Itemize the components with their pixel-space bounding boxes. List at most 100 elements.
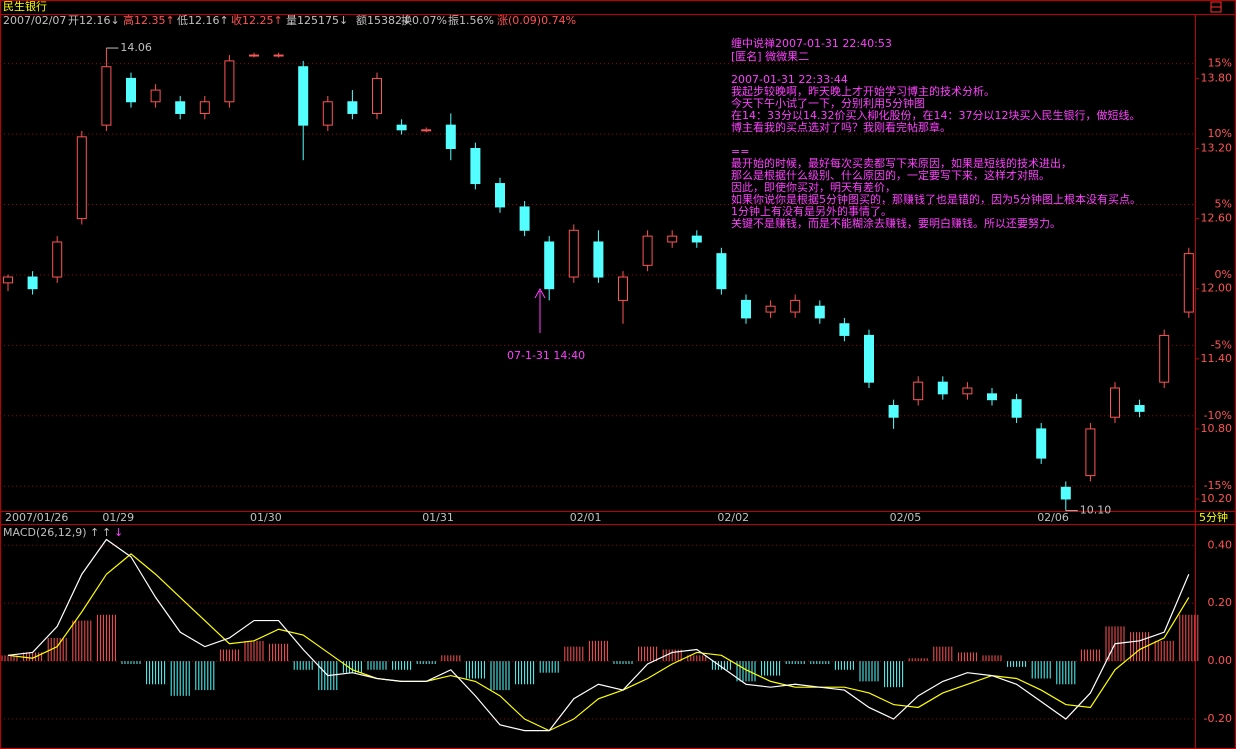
x-tick-label: 2007/01/26	[5, 511, 68, 524]
high-label: 14.06	[120, 41, 151, 54]
candle-body	[3, 276, 13, 284]
y-tick-label: 11.40	[1201, 352, 1233, 365]
info-close: 收12.25↑	[231, 13, 283, 27]
comment-line: 我起步较晚啊，昨天晚上才开始学习博主的技术分析。	[731, 84, 995, 98]
candle-body	[716, 253, 727, 290]
comment-line: 那么是根据什么级别、什么原因的，一定要写下来，这样才对照。	[731, 168, 1050, 182]
macd-dif-line	[7, 538, 1190, 732]
candle-body	[864, 334, 874, 383]
candle-body	[126, 77, 136, 103]
x-tick-label: 01/29	[102, 511, 134, 524]
candle-body	[52, 241, 63, 278]
candle-body	[987, 393, 997, 401]
candle-body	[618, 276, 628, 301]
comment-line: 2007-01-31 22:33:44	[731, 73, 848, 86]
candle-body	[273, 54, 284, 57]
candle-body	[962, 387, 973, 395]
candle-body	[790, 299, 801, 313]
info-amplitude: 振1.56%	[448, 13, 494, 27]
candle-body	[1159, 334, 1170, 383]
low-label: 10.10	[1080, 504, 1112, 517]
info-change: 涨(0.09)0.74%	[497, 14, 576, 27]
candle-body	[888, 405, 899, 418]
candle-body	[642, 235, 653, 266]
x-tick-label: 01/30	[250, 511, 282, 524]
x-tick-label: 02/05	[890, 511, 922, 524]
info-low: 低12.16↑	[177, 14, 229, 27]
candle-body	[1110, 387, 1120, 418]
comment-line: 缠中说禅2007-01-31 22:40:53	[731, 36, 892, 50]
y-tick-label: 12.60	[1201, 212, 1233, 225]
x-tick-label: 02/06	[1037, 511, 1069, 524]
x-tick-label: 02/02	[717, 511, 749, 524]
comment-line: 在14：33分以14.32价买入柳化股份，在14：37分以12块买入民生银行，做…	[731, 108, 1140, 122]
candle-body	[1085, 428, 1096, 477]
candle-body	[544, 241, 555, 290]
y2-tick-label: -10%	[1204, 409, 1232, 422]
comment-line: 如果你说你是根据5分钟图买的，那赚钱了也是错的，因为5分钟图上根本没有买点。	[731, 192, 1141, 206]
candle-body	[937, 381, 948, 395]
stock-name: 民生银行	[3, 0, 47, 13]
candle-body	[199, 101, 210, 114]
candle-body	[445, 124, 456, 150]
comment-line: 关键不是赚钱，而是不能糊涂去赚钱，要明白赚钱。所以还要努力。	[731, 216, 1061, 230]
candle-body	[347, 101, 358, 114]
y-tick-label: 0.20	[1208, 596, 1233, 609]
candle-body	[667, 235, 678, 243]
candle-body	[593, 241, 604, 278]
candle-body	[913, 381, 924, 401]
candle-body	[249, 54, 259, 57]
candle-body	[224, 60, 235, 103]
candle-body	[495, 183, 505, 208]
comment-line: [匿名] 微微果二	[731, 49, 809, 63]
candle-body	[1134, 405, 1145, 412]
info-volume: 量125175↓	[286, 14, 348, 27]
signal-arrow: ↑	[90, 526, 99, 539]
y2-tick-label: 15%	[1208, 57, 1232, 70]
y-tick-label: 0.00	[1208, 654, 1233, 667]
y-tick-label: 13.20	[1201, 142, 1233, 155]
candle-body	[470, 148, 481, 185]
x-tick-label: 02/01	[570, 511, 602, 524]
candle-body	[1183, 253, 1194, 313]
y-tick-label: 10.20	[1201, 492, 1233, 505]
info-date: 2007/02/07	[3, 14, 66, 27]
macd-title: MACD(26,12,9)	[3, 526, 87, 539]
period-label: 5分钟	[1199, 510, 1228, 524]
comment-line: 博主看我的买点选对了吗？我刚看完帖那章。	[731, 120, 951, 134]
candle-body	[839, 323, 850, 336]
candle-body	[150, 89, 161, 103]
candle-body	[76, 136, 87, 220]
info-open: 开12.16↓	[68, 14, 120, 27]
comment-line: ==	[731, 145, 749, 158]
comment-line: 1分钟上有没有是另外的事情了。	[731, 204, 892, 218]
arrow-label: 07-1-31 14:40	[507, 349, 585, 362]
candle-body	[27, 276, 38, 290]
candle-body	[322, 101, 333, 126]
candle-body	[814, 305, 825, 319]
candle-body	[741, 299, 751, 319]
candle-body	[175, 101, 186, 114]
signal-arrow: ↓	[114, 526, 123, 539]
comment-line: 因此，即使你买对，明天有差价，	[731, 180, 896, 194]
y-tick-label: 13.80	[1201, 71, 1233, 84]
candle-body	[1011, 399, 1022, 418]
info-turnover: 换0.07%	[401, 13, 447, 27]
candle-body	[1036, 428, 1047, 459]
y2-tick-label: 10%	[1208, 127, 1232, 140]
y2-tick-label: -15%	[1204, 479, 1232, 492]
candle-body	[421, 129, 432, 132]
comment-line: 今天下午小试了一下，分别利用5分钟图	[731, 96, 925, 110]
y2-tick-label: -5%	[1211, 338, 1232, 351]
candle-body	[1060, 486, 1071, 500]
x-tick-label: 01/31	[422, 511, 454, 524]
candle-body	[396, 124, 407, 131]
candle-body	[691, 235, 702, 243]
candle-body	[101, 66, 112, 126]
candle-body	[519, 206, 530, 231]
candle-body	[298, 66, 309, 126]
info-high: 高12.35↑	[123, 13, 175, 27]
y2-tick-label: 0%	[1215, 268, 1232, 281]
y-tick-label: 10.80	[1201, 422, 1233, 435]
